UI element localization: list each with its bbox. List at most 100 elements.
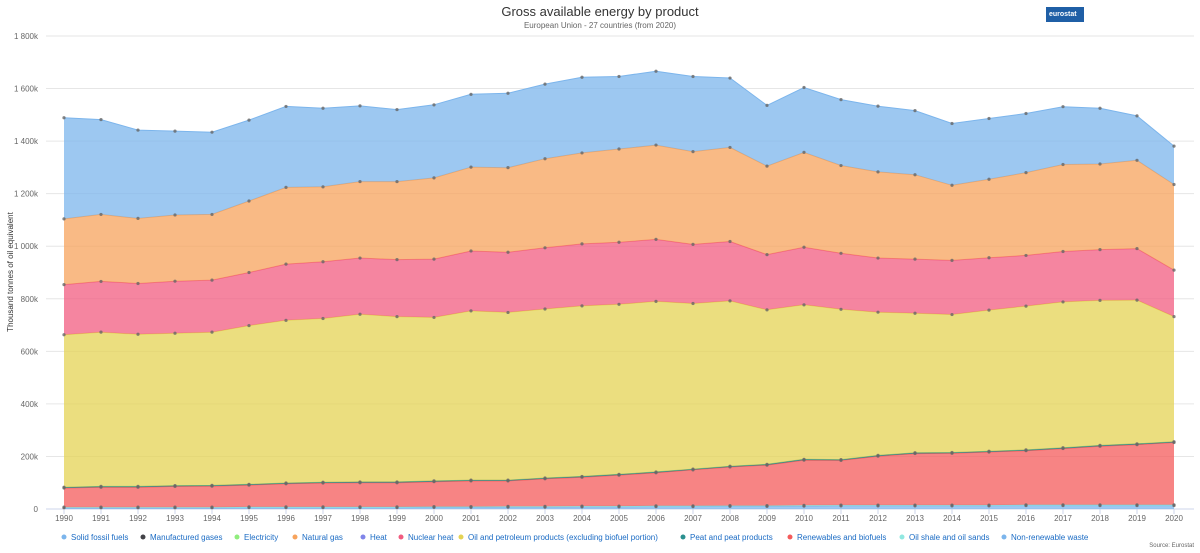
point-oil-shale-and-oil-sands[interactable] <box>395 505 399 509</box>
point-oil-and-petroleum-products-excluding-biofuel-portion[interactable] <box>543 307 547 311</box>
point-oil-and-petroleum-products-excluding-biofuel-portion[interactable] <box>1172 315 1176 319</box>
point-oil-and-petroleum-products-excluding-biofuel-portion[interactable] <box>210 330 214 334</box>
point-natural-gas[interactable] <box>1061 162 1065 167</box>
point-nuclear-heat[interactable] <box>136 281 140 286</box>
point-solid-fossil-fuels[interactable] <box>210 130 214 134</box>
point-oil-shale-and-oil-sands[interactable] <box>1024 503 1028 507</box>
area-renewables-and-biofuels[interactable] <box>64 442 1174 508</box>
area-nuclear-heat[interactable] <box>64 239 1174 335</box>
point-oil-shale-and-oil-sands[interactable] <box>1061 503 1065 507</box>
point-oil-and-petroleum-products-excluding-biofuel-portion[interactable] <box>321 316 325 321</box>
point-oil-shale-and-oil-sands[interactable] <box>802 503 806 507</box>
point-oil-shale-and-oil-sands[interactable] <box>728 503 732 508</box>
legend-item-renewables-and-biofuels[interactable]: Renewables and biofuels <box>787 533 887 542</box>
point-natural-gas[interactable] <box>432 176 436 180</box>
point-nuclear-heat[interactable] <box>469 249 473 253</box>
point-oil-shale-and-oil-sands[interactable] <box>691 504 695 508</box>
point-nuclear-heat[interactable] <box>1061 249 1065 254</box>
legend-item-non-renewable-waste[interactable]: Non-renewable waste <box>1001 533 1089 542</box>
point-natural-gas[interactable] <box>728 145 732 150</box>
point-peat-and-peat-products[interactable] <box>728 464 732 468</box>
point-natural-gas[interactable] <box>99 212 103 217</box>
point-oil-shale-and-oil-sands[interactable] <box>987 503 991 507</box>
legend-item-peat-and-peat-products[interactable]: Peat and peat products <box>680 533 773 542</box>
point-natural-gas[interactable] <box>62 217 66 221</box>
point-solid-fossil-fuels[interactable] <box>1061 105 1065 109</box>
point-oil-and-petroleum-products-excluding-biofuel-portion[interactable] <box>913 311 917 315</box>
point-peat-and-peat-products[interactable] <box>617 472 621 476</box>
legend-item-nuclear-heat[interactable]: Nuclear heat <box>398 533 455 542</box>
legend-item-heat[interactable]: Heat <box>360 533 388 542</box>
point-oil-shale-and-oil-sands[interactable] <box>321 505 325 509</box>
point-solid-fossil-fuels[interactable] <box>839 97 843 102</box>
point-oil-and-petroleum-products-excluding-biofuel-portion[interactable] <box>432 315 436 320</box>
point-oil-and-petroleum-products-excluding-biofuel-portion[interactable] <box>247 323 251 328</box>
point-natural-gas[interactable] <box>987 177 991 181</box>
point-peat-and-peat-products[interactable] <box>395 480 399 484</box>
point-nuclear-heat[interactable] <box>802 245 806 249</box>
point-peat-and-peat-products[interactable] <box>654 470 658 474</box>
point-peat-and-peat-products[interactable] <box>987 449 991 453</box>
point-peat-and-peat-products[interactable] <box>950 450 954 455</box>
point-natural-gas[interactable] <box>173 213 177 217</box>
point-solid-fossil-fuels[interactable] <box>284 104 288 109</box>
point-oil-shale-and-oil-sands[interactable] <box>1135 503 1139 507</box>
point-peat-and-peat-products[interactable] <box>1061 446 1065 450</box>
point-natural-gas[interactable] <box>950 183 954 187</box>
point-nuclear-heat[interactable] <box>62 282 66 287</box>
point-solid-fossil-fuels[interactable] <box>173 129 177 133</box>
point-peat-and-peat-products[interactable] <box>173 484 177 488</box>
point-oil-shale-and-oil-sands[interactable] <box>1172 503 1176 507</box>
point-oil-and-petroleum-products-excluding-biofuel-portion[interactable] <box>99 330 103 334</box>
legend-item-manufactured-gases[interactable]: Manufactured gases <box>140 533 223 542</box>
point-natural-gas[interactable] <box>839 163 843 168</box>
point-oil-and-petroleum-products-excluding-biofuel-portion[interactable] <box>1098 298 1102 302</box>
point-peat-and-peat-products[interactable] <box>321 480 325 484</box>
point-nuclear-heat[interactable] <box>432 257 436 261</box>
point-nuclear-heat[interactable] <box>876 256 880 260</box>
point-nuclear-heat[interactable] <box>543 246 547 250</box>
point-oil-and-petroleum-products-excluding-biofuel-portion[interactable] <box>136 332 140 336</box>
point-solid-fossil-fuels[interactable] <box>543 82 547 86</box>
point-oil-shale-and-oil-sands[interactable] <box>247 505 251 509</box>
point-solid-fossil-fuels[interactable] <box>580 75 584 79</box>
point-peat-and-peat-products[interactable] <box>506 478 510 482</box>
point-peat-and-peat-products[interactable] <box>543 476 547 480</box>
point-nuclear-heat[interactable] <box>765 253 769 257</box>
point-oil-and-petroleum-products-excluding-biofuel-portion[interactable] <box>950 312 954 317</box>
point-nuclear-heat[interactable] <box>913 257 917 261</box>
point-oil-shale-and-oil-sands[interactable] <box>210 505 214 509</box>
point-oil-shale-and-oil-sands[interactable] <box>654 504 658 508</box>
legend-item-natural-gas[interactable]: Natural gas <box>292 533 343 542</box>
point-peat-and-peat-products[interactable] <box>247 482 251 486</box>
point-natural-gas[interactable] <box>358 179 362 184</box>
point-natural-gas[interactable] <box>136 216 140 220</box>
point-nuclear-heat[interactable] <box>247 270 251 275</box>
point-peat-and-peat-products[interactable] <box>1098 443 1102 448</box>
point-oil-and-petroleum-products-excluding-biofuel-portion[interactable] <box>580 304 584 308</box>
point-oil-and-petroleum-products-excluding-biofuel-portion[interactable] <box>395 315 399 319</box>
point-oil-shale-and-oil-sands[interactable] <box>765 503 769 508</box>
point-oil-and-petroleum-products-excluding-biofuel-portion[interactable] <box>839 307 843 311</box>
point-solid-fossil-fuels[interactable] <box>99 117 103 122</box>
area-oil-and-petroleum-products-excluding-biofuel-portion[interactable] <box>64 300 1174 488</box>
point-oil-shale-and-oil-sands[interactable] <box>580 504 584 508</box>
point-nuclear-heat[interactable] <box>1135 246 1139 251</box>
point-oil-and-petroleum-products-excluding-biofuel-portion[interactable] <box>691 301 695 306</box>
point-natural-gas[interactable] <box>321 185 325 189</box>
point-oil-shale-and-oil-sands[interactable] <box>358 505 362 509</box>
legend-item-oil-and-petroleum-products-excluding-biofuel-portion[interactable]: Oil and petroleum products (excluding bi… <box>458 533 659 542</box>
point-solid-fossil-fuels[interactable] <box>654 69 658 73</box>
point-peat-and-peat-products[interactable] <box>580 474 584 479</box>
source-credit[interactable]: Source: Eurostat <box>1149 543 1194 549</box>
point-natural-gas[interactable] <box>506 166 510 170</box>
point-nuclear-heat[interactable] <box>395 258 399 262</box>
point-natural-gas[interactable] <box>469 165 473 169</box>
legend-item-solid-fossil-fuels[interactable]: Solid fossil fuels <box>61 533 129 542</box>
point-oil-and-petroleum-products-excluding-biofuel-portion[interactable] <box>654 299 658 304</box>
point-natural-gas[interactable] <box>1024 171 1028 175</box>
point-oil-and-petroleum-products-excluding-biofuel-portion[interactable] <box>1135 298 1139 302</box>
point-natural-gas[interactable] <box>1098 162 1102 166</box>
point-oil-and-petroleum-products-excluding-biofuel-portion[interactable] <box>617 302 621 306</box>
point-peat-and-peat-products[interactable] <box>802 457 806 461</box>
